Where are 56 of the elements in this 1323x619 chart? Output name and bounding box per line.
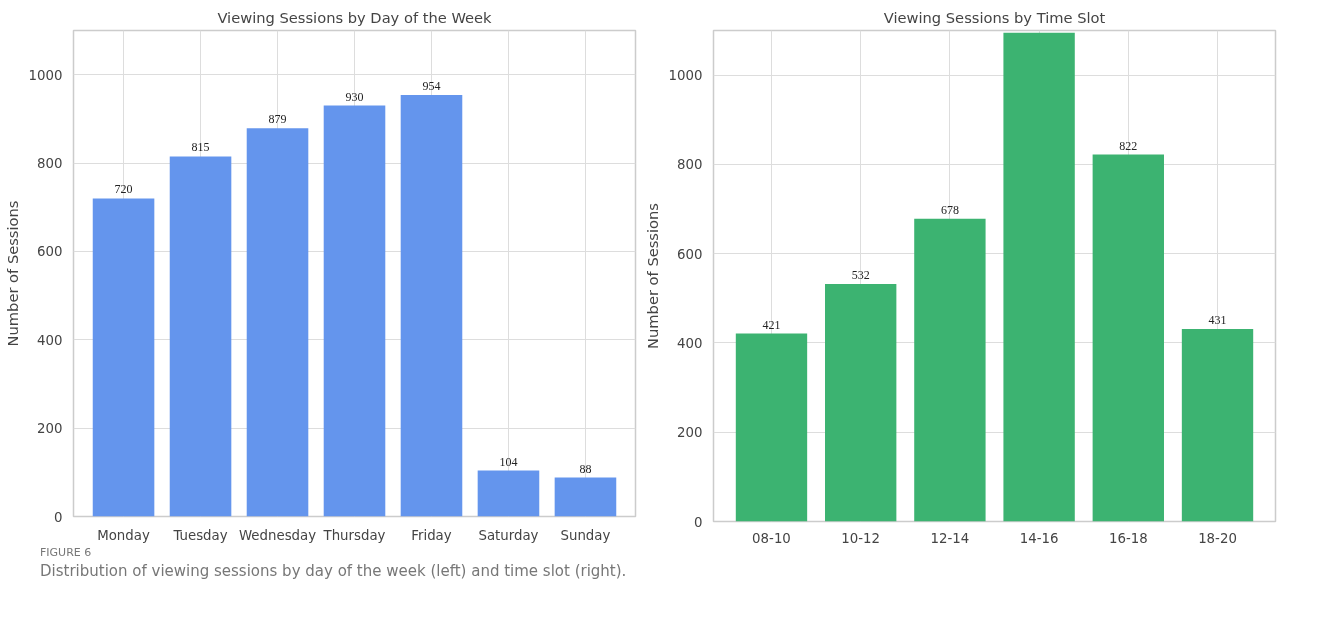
y-tick-label: 1000 <box>28 67 63 83</box>
x-tick-label: 16-18 <box>1108 530 1148 546</box>
y-tick-label: 0 <box>694 514 703 530</box>
y-tick-label: 0 <box>54 509 63 525</box>
data-label: 930 <box>345 89 364 104</box>
x-tick-label: Saturday <box>478 527 539 543</box>
bar <box>92 198 155 517</box>
x-tick-label: Monday <box>97 527 150 543</box>
y-tick-label: 1000 <box>668 68 703 84</box>
bar <box>554 477 617 517</box>
caption: FIGURE 6 <box>40 545 92 561</box>
x-tick-label: Wednesday <box>238 527 317 543</box>
chart-title: Viewing Sessions by Day of the Week <box>217 8 493 26</box>
data-label: 421 <box>762 317 781 332</box>
y-tick-label: 600 <box>37 244 63 260</box>
bar <box>735 333 808 522</box>
x-tick-label: 08-10 <box>752 530 791 546</box>
y-tick-label: 400 <box>677 335 703 351</box>
data-label: 104 <box>499 454 518 469</box>
x-tick-label: Friday <box>411 527 452 543</box>
y-axis-title: Number of Sessions <box>643 203 661 349</box>
bar <box>825 284 897 522</box>
y-tick-label: 800 <box>37 156 63 172</box>
y-tick-label: 400 <box>37 332 63 348</box>
y-tick-label: 200 <box>37 421 63 437</box>
x-tick-label: Thursday <box>322 527 386 543</box>
x-tick-label: 14-16 <box>1019 530 1059 546</box>
y-axis-title: Number of Sessions <box>3 200 21 347</box>
data-label: 532 <box>851 268 870 283</box>
data-label: 88 <box>579 461 592 476</box>
x-tick-label: 10-12 <box>841 530 881 546</box>
bar <box>1003 32 1075 522</box>
data-label: 815 <box>191 140 210 155</box>
bar <box>477 470 540 517</box>
data-label: 720 <box>114 182 133 197</box>
data-label: 822 <box>1119 138 1138 153</box>
bar <box>169 156 232 517</box>
y-tick-label: 600 <box>677 246 703 262</box>
text: Distribution of viewing sessions by day of the week (left) and time slot (right). <box>40 560 627 582</box>
bar <box>1092 154 1164 522</box>
bar <box>323 105 386 517</box>
x-tick-label: 12-14 <box>930 530 970 546</box>
bar <box>246 128 309 517</box>
bar <box>400 95 463 517</box>
data-label: 954 <box>422 79 441 94</box>
y-tick-label: 200 <box>677 425 703 441</box>
y-tick-label: 800 <box>677 157 703 173</box>
x-tick-label: Sunday <box>560 527 611 543</box>
data-label: 431 <box>1208 313 1227 328</box>
chart-title: Viewing Sessions by Time Slot <box>883 8 1106 26</box>
x-tick-label: Tuesday <box>172 527 228 543</box>
data-label: 678 <box>940 202 959 217</box>
x-tick-label: 18-20 <box>1198 530 1237 546</box>
data-label: 879 <box>268 112 287 127</box>
bar <box>914 218 986 522</box>
bar <box>1181 329 1254 522</box>
